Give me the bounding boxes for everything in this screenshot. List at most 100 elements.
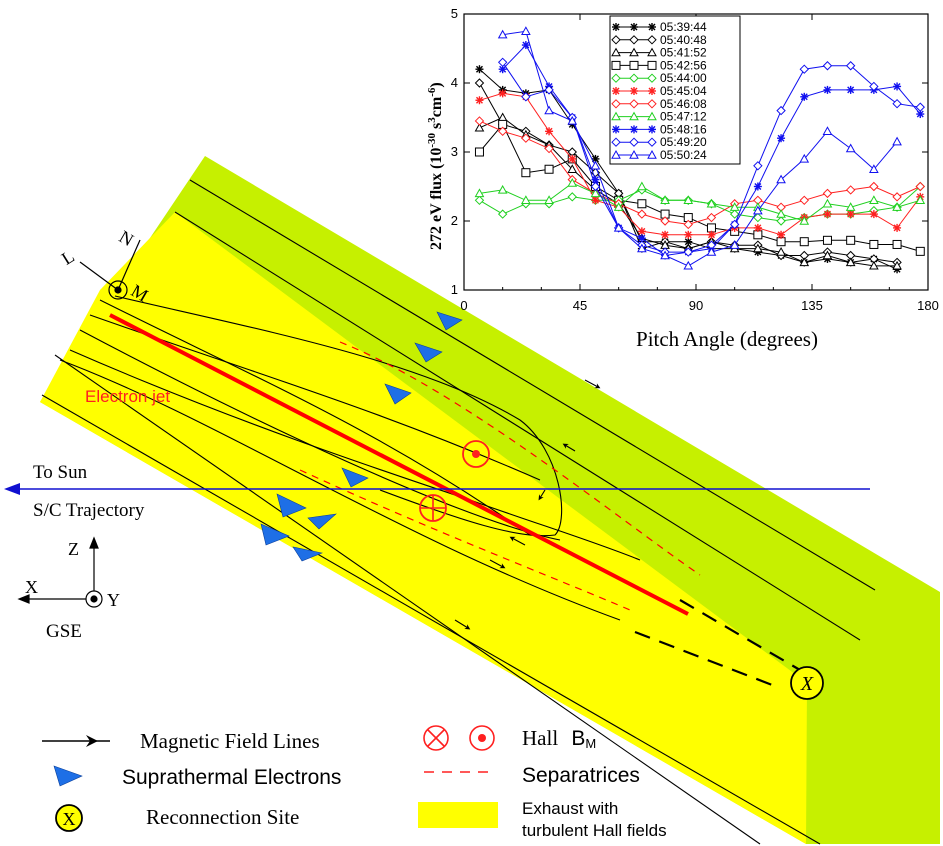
legend-electrons: Suprathermal Electrons bbox=[122, 766, 341, 789]
legend-marker bbox=[629, 111, 639, 121]
data-point bbox=[753, 161, 763, 171]
data-point bbox=[545, 127, 554, 136]
legend-marker bbox=[611, 99, 621, 109]
data-point bbox=[567, 115, 578, 125]
data-point bbox=[915, 102, 925, 112]
y-tick-label: 1 bbox=[451, 282, 458, 297]
data-point bbox=[846, 85, 855, 94]
data-point bbox=[799, 195, 809, 206]
data-point bbox=[729, 202, 740, 211]
data-point bbox=[684, 237, 693, 246]
legend-entry: 05:44:00 bbox=[611, 71, 707, 85]
data-point bbox=[799, 153, 810, 163]
legend-marker bbox=[648, 87, 656, 95]
data-point bbox=[661, 230, 670, 239]
data-point bbox=[892, 192, 902, 202]
legend-marker bbox=[611, 137, 621, 147]
legend-marker bbox=[629, 35, 639, 45]
data-point bbox=[497, 126, 508, 137]
data-point bbox=[799, 215, 810, 225]
data-point bbox=[637, 209, 647, 219]
data-point bbox=[660, 250, 670, 260]
data-point bbox=[521, 92, 531, 102]
x-tick-label: 0 bbox=[460, 298, 467, 313]
data-point bbox=[776, 174, 786, 184]
data-point bbox=[799, 257, 810, 267]
data-point bbox=[707, 230, 716, 239]
legend-entry: 05:41:52 bbox=[611, 46, 707, 60]
data-point bbox=[544, 85, 554, 95]
data-point bbox=[497, 209, 508, 219]
legend-marker bbox=[629, 60, 639, 70]
data-point bbox=[822, 235, 832, 245]
reconnection-site-symbol: X bbox=[790, 666, 824, 700]
data-point bbox=[822, 198, 833, 208]
legend-entry: 05:40:48 bbox=[611, 33, 707, 47]
data-point bbox=[776, 216, 786, 226]
gse-y-label: Y bbox=[107, 590, 120, 610]
hall-out-of-plane-symbol bbox=[462, 440, 490, 468]
x-tick-label: 180 bbox=[917, 298, 939, 313]
data-point bbox=[474, 188, 485, 198]
separatrices bbox=[299, 341, 701, 611]
data-point bbox=[544, 164, 554, 174]
data-point bbox=[497, 29, 508, 39]
data-point bbox=[799, 64, 809, 74]
legend-marker bbox=[612, 125, 620, 134]
gse-z-label: Z bbox=[68, 539, 79, 559]
data-point bbox=[544, 143, 554, 154]
legend-marker bbox=[647, 60, 657, 70]
legend-entry: 05:42:56 bbox=[611, 58, 707, 72]
chart-series-10 bbox=[497, 26, 902, 270]
data-point bbox=[498, 65, 507, 74]
chart-y-label: 272 eV flux (10-30 s3cm-6) bbox=[426, 82, 445, 250]
gse-frame-label: GSE bbox=[46, 621, 82, 642]
data-point bbox=[474, 116, 485, 126]
legend-label: 05:46:08 bbox=[660, 97, 707, 111]
legend-marker bbox=[647, 111, 657, 121]
data-point bbox=[776, 209, 786, 218]
legend-marker bbox=[629, 99, 639, 109]
legend-label: 05:39:44 bbox=[660, 20, 707, 34]
data-point bbox=[568, 154, 577, 163]
legend-exhaust-line1: Exhaust with bbox=[522, 799, 618, 818]
legend-marker bbox=[611, 111, 621, 121]
data-point bbox=[893, 223, 902, 232]
data-point bbox=[776, 237, 786, 247]
legend-entry: 05:48:16 bbox=[612, 122, 707, 136]
svg-text:X: X bbox=[800, 673, 814, 695]
electron-jet-label: Electron jet bbox=[85, 387, 170, 406]
data-point bbox=[753, 223, 762, 232]
data-point bbox=[753, 182, 762, 191]
legend-label: 05:47:12 bbox=[660, 110, 707, 124]
data-point bbox=[869, 195, 879, 204]
legend-marker bbox=[611, 47, 621, 57]
data-point bbox=[799, 237, 809, 247]
legend-exhaust-line2: turbulent Hall fields bbox=[522, 821, 667, 840]
legend-marker bbox=[612, 23, 620, 31]
data-point bbox=[822, 126, 833, 135]
data-point bbox=[521, 168, 531, 178]
legend-label: 05:49:20 bbox=[660, 135, 707, 149]
axis-l-label: L bbox=[58, 246, 78, 269]
data-point bbox=[892, 136, 902, 146]
legend-entry: 05:45:04 bbox=[612, 84, 707, 98]
legend-marker bbox=[629, 47, 639, 57]
data-point bbox=[590, 160, 601, 170]
x-tick-label: 90 bbox=[689, 298, 703, 313]
data-point bbox=[869, 181, 879, 192]
data-point bbox=[497, 184, 508, 194]
data-point bbox=[683, 195, 694, 204]
data-point bbox=[822, 188, 833, 199]
data-point bbox=[474, 195, 485, 206]
legend-marker bbox=[647, 137, 657, 147]
y-tick-label: 3 bbox=[451, 144, 458, 159]
data-point bbox=[613, 202, 624, 211]
data-point bbox=[497, 57, 508, 68]
legend-marker bbox=[611, 149, 621, 159]
legend-marker bbox=[647, 99, 657, 109]
legend-marker bbox=[647, 73, 657, 83]
data-point bbox=[823, 210, 832, 219]
